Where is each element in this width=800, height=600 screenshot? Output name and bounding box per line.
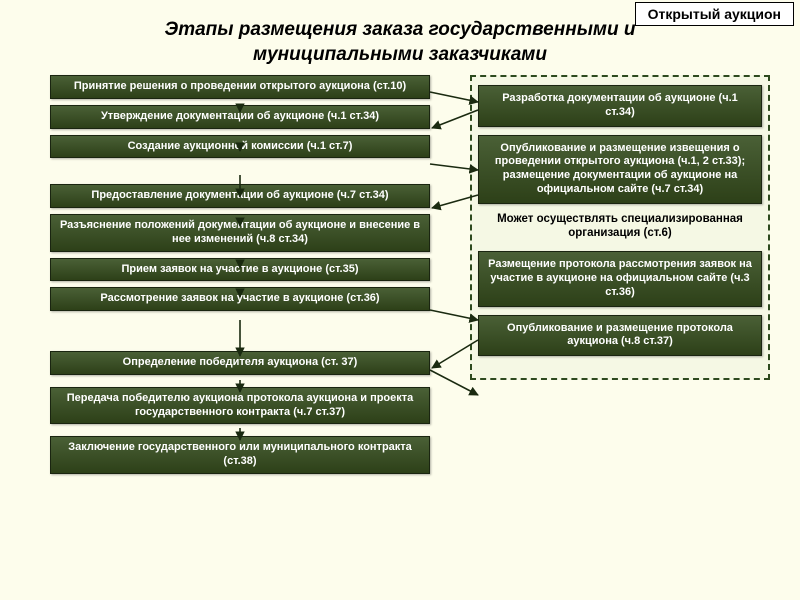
step-accept-bids: Прием заявок на участие в аукционе (ст.3… xyxy=(50,258,430,282)
right-publish-protocol: Опубликование и размещение протокола аук… xyxy=(478,315,762,357)
right-develop-docs: Разработка документации об аукционе (ч.1… xyxy=(478,85,762,127)
step-clarify-docs: Разъяснение положений документации об ау… xyxy=(50,214,430,252)
auction-tag: Открытый аукцион xyxy=(635,2,794,26)
title-line-2: муниципальными заказчиками xyxy=(253,44,547,65)
step-decision: Принятие решения о проведении открытого … xyxy=(50,75,430,99)
specialized-org-note: Может осуществлять специализированная ор… xyxy=(478,212,762,242)
right-publish-notice: Опубликование и размещение извещения о п… xyxy=(478,135,762,204)
title-line-1: Этапы размещения заказа государственными… xyxy=(165,19,636,40)
right-column: Разработка документации об аукционе (ч.1… xyxy=(470,75,770,380)
right-publish-review: Размещение протокола рассмотрения заявок… xyxy=(478,251,762,306)
step-winner: Определение победителя аукциона (ст. 37) xyxy=(50,351,430,375)
step-commission: Создание аукционной комиссии (ч.1 ст.7) xyxy=(50,135,430,159)
step-contract: Заключение государственного или муниципа… xyxy=(50,436,430,474)
step-protocol-transfer: Передача победителю аукциона протокола а… xyxy=(50,387,430,425)
step-review-bids: Рассмотрение заявок на участие в аукцион… xyxy=(50,287,430,311)
step-approval: Утверждение документации об аукционе (ч.… xyxy=(50,105,430,129)
step-provide-docs: Предоставление документации об аукционе … xyxy=(50,184,430,208)
left-column: Принятие решения о проведении открытого … xyxy=(50,75,430,480)
specialized-org-group: Разработка документации об аукционе (ч.1… xyxy=(470,75,770,380)
